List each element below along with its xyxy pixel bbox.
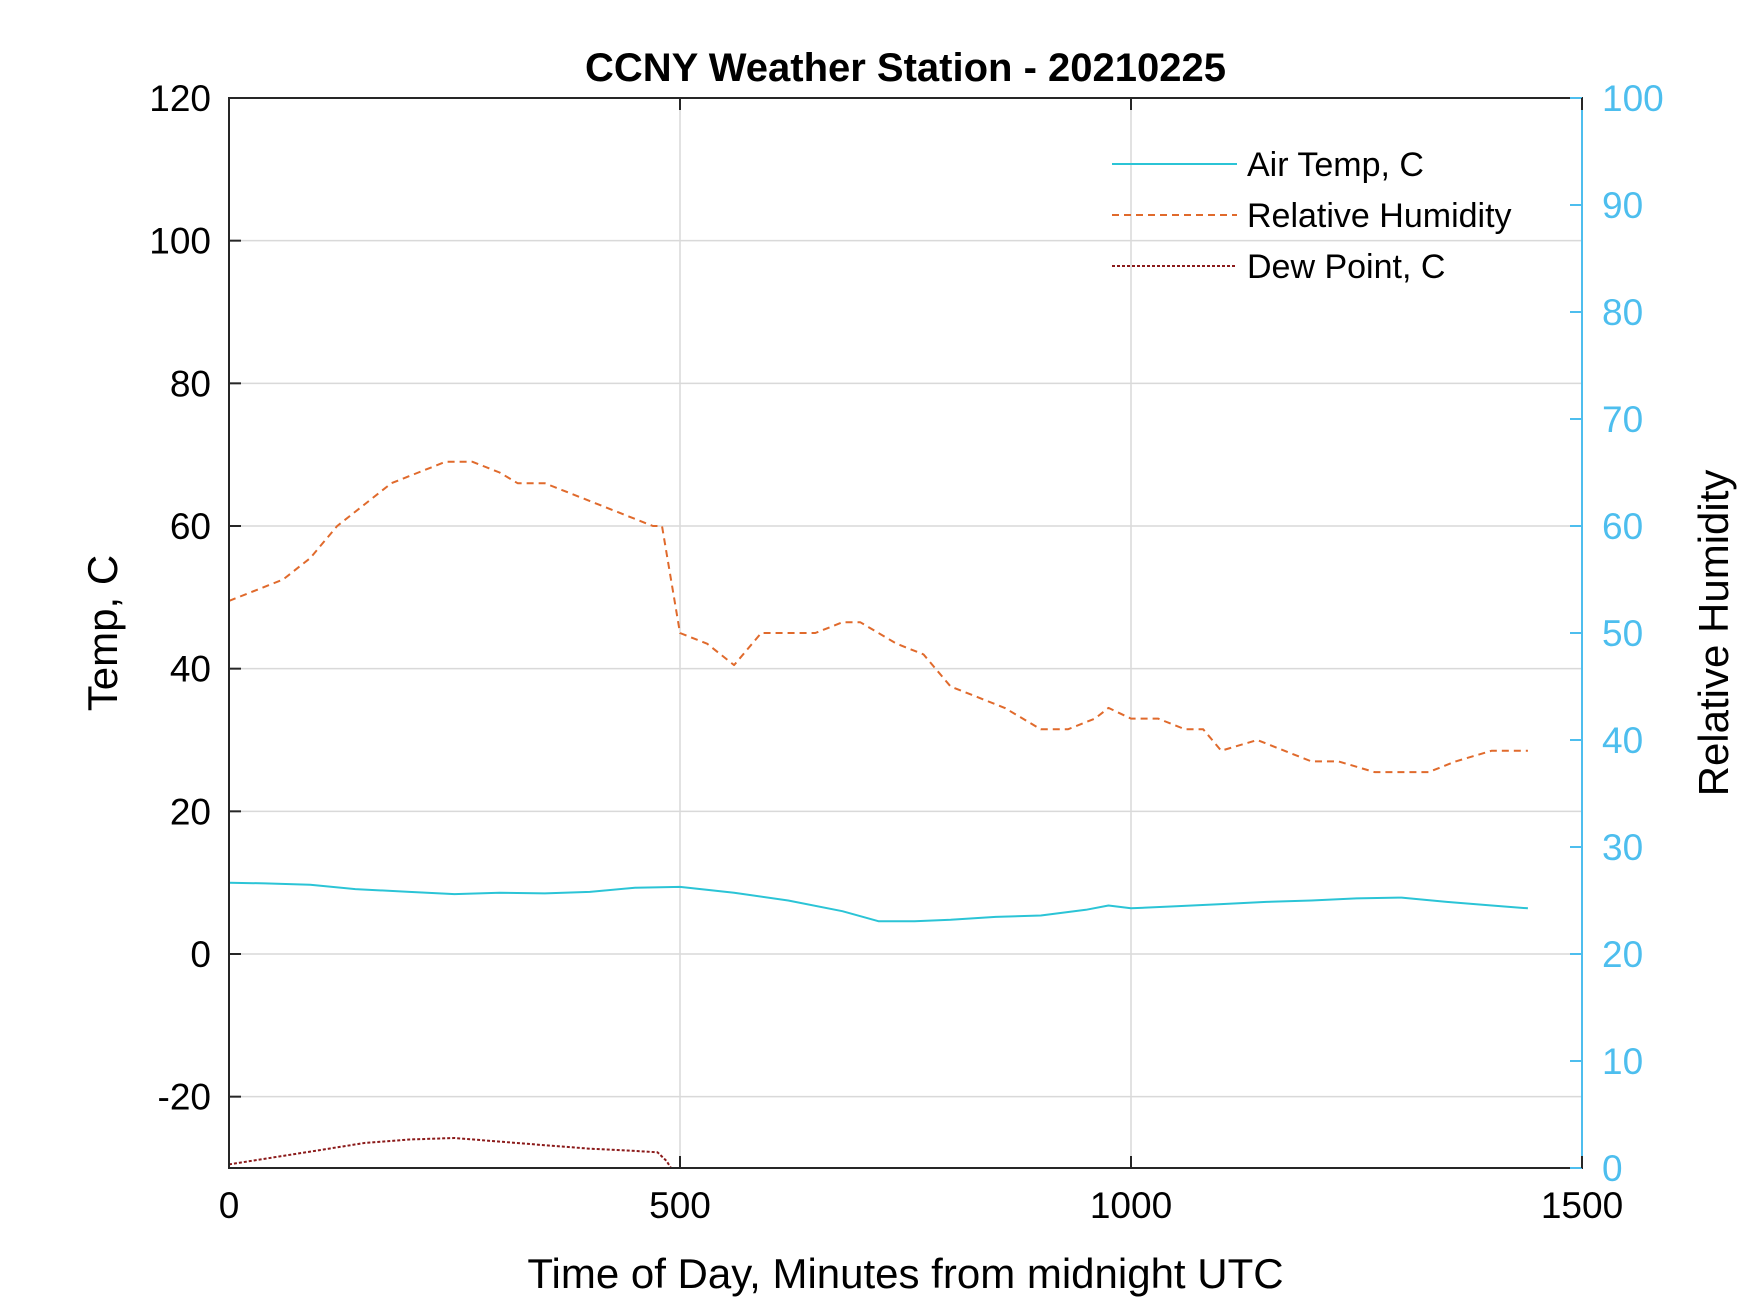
- right-tick-label: 50: [1602, 613, 1643, 654]
- legend-label: Dew Point, C: [1247, 248, 1445, 286]
- series-line-3: [228, 1137, 672, 1169]
- left-tick-label: 100: [149, 221, 211, 262]
- series-layer: [228, 460, 1528, 1169]
- legend: Air Temp, C Relative Humidity Dew Point, C: [1112, 146, 1512, 286]
- y-axis-label-left: Temp, C: [79, 555, 126, 711]
- right-tick-label: 20: [1602, 934, 1643, 975]
- right-tick-label: 70: [1602, 399, 1643, 440]
- right-tick-label: 80: [1602, 292, 1643, 333]
- right-axis-ticks: 0 10 20 30 40 50 60 70 80 90 100: [1570, 78, 1664, 1189]
- chart-title: CCNY Weather Station - 20210225: [585, 46, 1226, 90]
- right-tick-label: 90: [1602, 185, 1643, 226]
- left-tick-label: 120: [149, 78, 211, 119]
- left-axis-ticks: -20 0 20 40 60 80 100 120: [149, 78, 241, 1118]
- grid: [229, 98, 1582, 1168]
- series-line-2: [228, 460, 1528, 774]
- y-axis-label-right: Relative Humidity: [1690, 470, 1737, 797]
- x-tick-label: 1000: [1090, 1185, 1172, 1226]
- right-tick-label: 10: [1602, 1041, 1643, 1082]
- series-line-1: [228, 881, 1528, 923]
- right-tick-label: 40: [1602, 720, 1643, 761]
- x-axis-ticks: 0 500 1000 1500: [219, 98, 1623, 1226]
- right-tick-label: 30: [1602, 827, 1643, 868]
- legend-label: Air Temp, C: [1247, 146, 1424, 184]
- left-tick-label: 0: [190, 934, 211, 975]
- x-axis-label: Time of Day, Minutes from midnight UTC: [527, 1250, 1283, 1297]
- left-tick-label: 20: [170, 791, 211, 832]
- legend-label: Relative Humidity: [1247, 197, 1512, 235]
- left-tick-label: 60: [170, 506, 211, 547]
- left-tick-label: 80: [170, 363, 211, 404]
- right-tick-label: 0: [1602, 1148, 1623, 1189]
- right-tick-label: 60: [1602, 506, 1643, 547]
- left-tick-label: 40: [170, 649, 211, 690]
- left-tick-label: -20: [158, 1077, 211, 1118]
- x-tick-label: 0: [219, 1185, 240, 1226]
- right-tick-label: 100: [1602, 78, 1664, 119]
- x-tick-label: 500: [649, 1185, 711, 1226]
- x-tick-label: 1500: [1541, 1185, 1623, 1226]
